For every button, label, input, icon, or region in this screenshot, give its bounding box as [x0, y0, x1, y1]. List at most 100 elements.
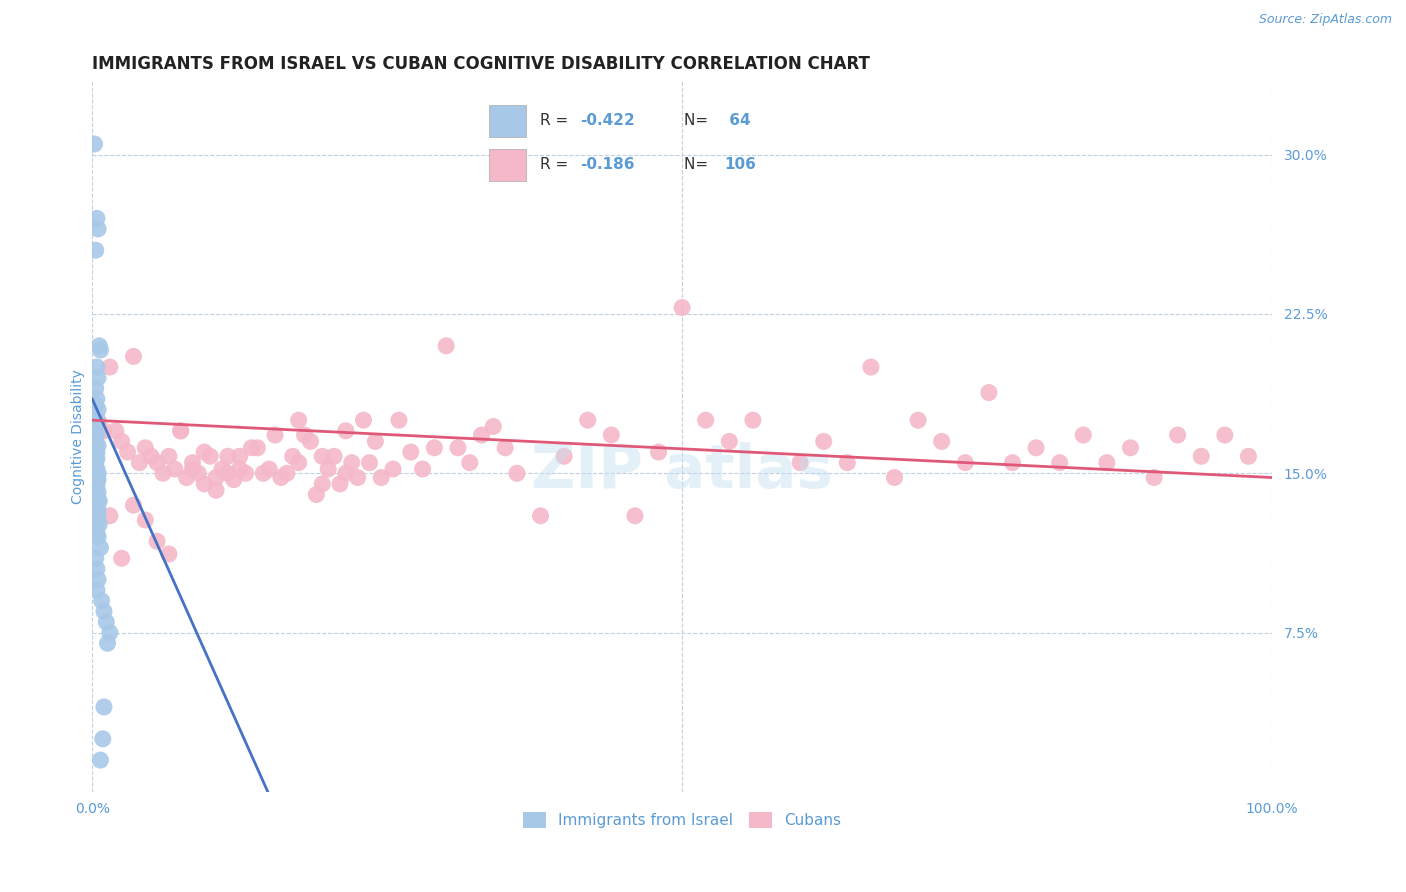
Point — [364, 434, 387, 449]
Point — [84, 464, 107, 478]
Point — [89, 339, 111, 353]
Point — [117, 445, 139, 459]
Point — [1001, 456, 1024, 470]
Point — [152, 467, 174, 481]
Point — [93, 604, 115, 618]
Point — [84, 398, 107, 412]
Point — [87, 491, 110, 506]
Point — [83, 136, 105, 151]
Point — [353, 413, 375, 427]
Point — [128, 456, 150, 470]
Point — [252, 467, 274, 481]
Point — [83, 424, 105, 438]
Point — [170, 424, 193, 438]
Point — [134, 513, 156, 527]
Point — [205, 483, 228, 498]
Point — [1143, 470, 1166, 484]
Point — [228, 450, 250, 464]
Point — [193, 476, 215, 491]
Point — [1167, 428, 1189, 442]
Point — [1213, 428, 1236, 442]
Point — [84, 476, 107, 491]
Point — [86, 525, 108, 540]
Point — [316, 462, 339, 476]
Point — [1025, 441, 1047, 455]
Point — [741, 413, 763, 427]
Point — [84, 487, 107, 501]
Point — [494, 441, 516, 455]
Point — [1095, 456, 1118, 470]
Point — [146, 456, 169, 470]
Point — [89, 343, 111, 357]
Point — [89, 753, 111, 767]
Point — [340, 456, 363, 470]
Point — [311, 476, 333, 491]
Point — [1049, 456, 1071, 470]
Point — [83, 483, 105, 498]
Point — [181, 462, 204, 476]
Point — [1071, 428, 1094, 442]
Point — [423, 441, 446, 455]
Point — [84, 470, 107, 484]
Point — [84, 507, 107, 521]
Point — [86, 562, 108, 576]
Point — [86, 490, 108, 504]
Point — [305, 487, 328, 501]
Point — [323, 450, 346, 464]
Point — [235, 467, 257, 481]
Point — [388, 413, 411, 427]
Point — [86, 451, 108, 466]
Text: Source: ZipAtlas.com: Source: ZipAtlas.com — [1258, 13, 1392, 27]
Point — [287, 413, 309, 427]
Point — [86, 479, 108, 493]
Point — [111, 434, 134, 449]
Point — [90, 593, 112, 607]
Point — [329, 476, 352, 491]
Point — [294, 428, 316, 442]
Point — [86, 360, 108, 375]
Point — [84, 500, 107, 515]
Point — [789, 456, 811, 470]
Point — [157, 547, 180, 561]
Point — [299, 434, 322, 449]
Point — [529, 508, 551, 523]
Point — [205, 470, 228, 484]
Point — [447, 441, 470, 455]
Point — [84, 522, 107, 536]
Point — [96, 636, 118, 650]
Point — [482, 419, 505, 434]
Point — [187, 467, 209, 481]
Point — [93, 700, 115, 714]
Point — [264, 428, 287, 442]
Point — [87, 402, 110, 417]
Point — [458, 456, 481, 470]
Point — [87, 485, 110, 500]
Point — [287, 456, 309, 470]
Text: IMMIGRANTS FROM ISRAEL VS CUBAN COGNITIVE DISABILITY CORRELATION CHART: IMMIGRANTS FROM ISRAEL VS CUBAN COGNITIV… — [93, 55, 870, 73]
Point — [506, 467, 529, 481]
Point — [84, 244, 107, 258]
Point — [434, 339, 457, 353]
Point — [276, 467, 298, 481]
Point — [84, 417, 107, 432]
Point — [859, 360, 882, 375]
Point — [359, 456, 381, 470]
Point — [240, 441, 263, 455]
Point — [86, 462, 108, 476]
Point — [93, 424, 115, 438]
Point — [170, 424, 193, 438]
Point — [86, 475, 108, 489]
Point — [576, 413, 599, 427]
Point — [382, 462, 405, 476]
Point — [217, 467, 239, 481]
Point — [695, 413, 717, 427]
Point — [87, 502, 110, 516]
Point — [222, 473, 245, 487]
Point — [257, 462, 280, 476]
Y-axis label: Cognitive Disability: Cognitive Disability — [72, 368, 86, 504]
Point — [671, 301, 693, 315]
Point — [86, 413, 108, 427]
Point — [281, 450, 304, 464]
Point — [86, 583, 108, 598]
Point — [87, 473, 110, 487]
